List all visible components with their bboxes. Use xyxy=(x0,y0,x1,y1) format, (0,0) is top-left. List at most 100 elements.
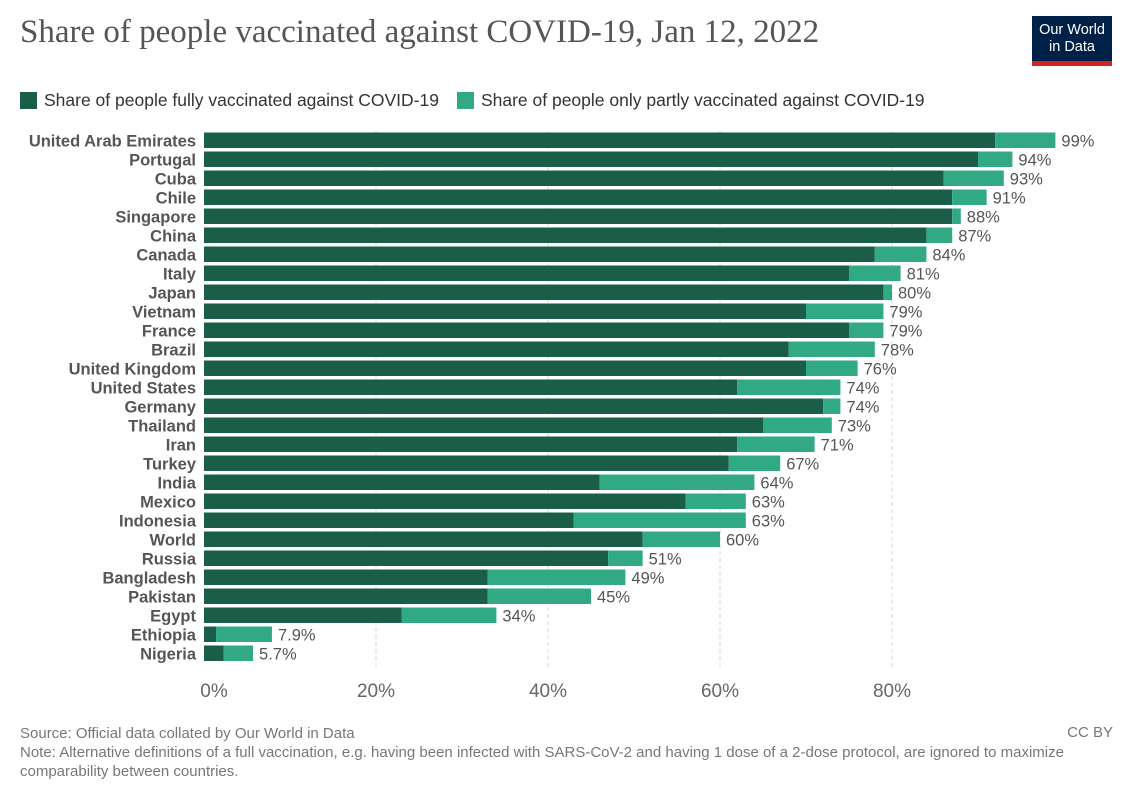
value-label: 60% xyxy=(726,532,759,550)
bar-partly-vaccinated xyxy=(978,151,1013,167)
value-label: 5.7% xyxy=(259,646,297,664)
logo-accent-bar xyxy=(1032,61,1112,66)
bar-fully-vaccinated xyxy=(204,588,488,604)
license-link[interactable]: CC BY xyxy=(1067,724,1113,741)
bar-fully-vaccinated xyxy=(204,303,806,319)
bar-fully-vaccinated xyxy=(204,512,574,528)
footer: Source: Official data collated by Our Wo… xyxy=(20,724,1115,781)
x-tick-label: 40% xyxy=(529,681,567,702)
country-label: Chile xyxy=(156,190,196,208)
bar-partly-vaccinated xyxy=(728,455,781,471)
bar-partly-vaccinated xyxy=(806,360,858,376)
value-label: 71% xyxy=(821,437,854,455)
country-label: Bangladesh xyxy=(102,570,196,588)
country-label: Mexico xyxy=(140,494,196,512)
bar-fully-vaccinated xyxy=(204,645,224,661)
bar-fully-vaccinated xyxy=(204,246,875,262)
country-label: France xyxy=(142,323,196,341)
value-label: 45% xyxy=(597,589,630,607)
country-label: China xyxy=(150,228,197,246)
logo-line-1: Our World xyxy=(1039,22,1105,38)
value-label: 93% xyxy=(1010,171,1043,189)
value-label: 74% xyxy=(846,380,879,398)
bar-fully-vaccinated xyxy=(204,208,953,224)
value-label: 79% xyxy=(889,304,922,322)
bar-fully-vaccinated xyxy=(204,170,944,186)
value-label: 63% xyxy=(752,494,785,512)
value-label: 79% xyxy=(889,323,922,341)
value-label: 80% xyxy=(898,285,931,303)
bar-partly-vaccinated xyxy=(926,227,953,243)
country-label: Canada xyxy=(136,247,196,265)
legend-label-partly: Share of people only partly vaccinated a… xyxy=(480,89,925,110)
bar-partly-vaccinated xyxy=(487,588,591,604)
bar-fully-vaccinated xyxy=(204,550,609,566)
value-label: 34% xyxy=(502,608,535,626)
bar-partly-vaccinated xyxy=(223,645,254,661)
value-label: 94% xyxy=(1018,152,1051,170)
legend-item-fully[interactable]: Share of people fully vaccinated against… xyxy=(20,90,439,111)
value-label: 49% xyxy=(631,570,664,588)
bar-fully-vaccinated xyxy=(204,474,600,490)
bar-partly-vaccinated xyxy=(216,626,272,642)
country-label: Thailand xyxy=(128,418,196,436)
logo-line-2: in Data xyxy=(1049,39,1095,55)
country-label: Vietnam xyxy=(132,304,196,322)
country-label: India xyxy=(157,475,196,493)
country-label: United Arab Emirates xyxy=(29,133,196,151)
country-label: World xyxy=(150,532,196,550)
owid-logo[interactable]: Our World in Data xyxy=(1032,16,1112,66)
bar-fully-vaccinated xyxy=(204,417,763,433)
bar-fully-vaccinated xyxy=(204,569,488,585)
bar-partly-vaccinated xyxy=(874,246,927,262)
country-label: Turkey xyxy=(143,456,197,474)
bar-fully-vaccinated xyxy=(204,607,402,623)
country-label: Singapore xyxy=(115,209,196,227)
bar-partly-vaccinated xyxy=(642,531,720,547)
bar-partly-vaccinated xyxy=(823,398,841,414)
bar-fully-vaccinated xyxy=(204,531,643,547)
bar-fully-vaccinated xyxy=(204,189,953,205)
country-label: Brazil xyxy=(151,342,196,360)
x-tick-label: 60% xyxy=(701,681,739,702)
country-label: Pakistan xyxy=(128,589,196,607)
bar-fully-vaccinated xyxy=(204,436,738,452)
legend-item-partly[interactable]: Share of people only partly vaccinated a… xyxy=(456,89,925,111)
value-label: 78% xyxy=(881,342,914,360)
value-label: 74% xyxy=(846,399,879,417)
value-label: 99% xyxy=(1061,133,1094,151)
legend-swatch-fully xyxy=(20,91,37,109)
bar-partly-vaccinated xyxy=(487,569,626,585)
bar-partly-vaccinated xyxy=(952,189,987,205)
bar-partly-vaccinated xyxy=(573,512,746,528)
value-label: 76% xyxy=(864,361,897,379)
legend-swatch-partly xyxy=(456,91,474,109)
value-label: 87% xyxy=(958,228,991,246)
bar-fully-vaccinated xyxy=(204,455,729,471)
x-tick-label: 80% xyxy=(873,681,911,702)
value-label: 73% xyxy=(838,418,871,436)
value-label: 91% xyxy=(993,190,1026,208)
country-label: Portugal xyxy=(129,152,196,170)
bar-partly-vaccinated xyxy=(685,493,746,509)
country-label: Russia xyxy=(142,551,197,569)
bar-partly-vaccinated xyxy=(849,322,884,338)
value-label: 63% xyxy=(752,513,785,531)
bar-fully-vaccinated xyxy=(204,360,806,376)
bar-partly-vaccinated xyxy=(401,607,497,623)
bar-chart: 0% 20% 40% 60% 80% United Arab Emirates 99% Por… xyxy=(29,131,1095,702)
bar-partly-vaccinated xyxy=(995,132,1056,148)
country-label: Iran xyxy=(166,437,196,455)
legend-label-fully: Share of people fully vaccinated against… xyxy=(44,89,439,110)
country-label: Nigeria xyxy=(140,646,197,664)
bar-fully-vaccinated xyxy=(204,341,789,357)
bar-partly-vaccinated xyxy=(883,284,892,300)
value-label: 64% xyxy=(760,475,793,493)
country-label: Italy xyxy=(163,266,197,284)
chart-title: Share of people vaccinated against COVID… xyxy=(20,14,820,50)
bar-partly-vaccinated xyxy=(943,170,1004,186)
bar-partly-vaccinated xyxy=(763,417,832,433)
bar-partly-vaccinated xyxy=(849,265,901,281)
bar-fully-vaccinated xyxy=(204,151,978,167)
x-tick-label: 0% xyxy=(200,681,228,702)
